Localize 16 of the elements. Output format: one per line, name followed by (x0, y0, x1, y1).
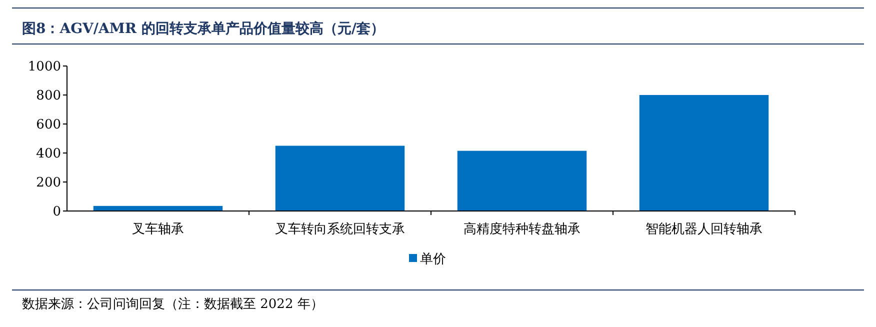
y-tick-label: 1000 (28, 60, 61, 74)
bar (457, 150, 587, 211)
y-tick-label: 600 (36, 118, 61, 132)
x-tick-label: 智能机器人回转轴承 (646, 222, 762, 237)
legend-label: 单价 (420, 252, 446, 267)
y-tick-label: 800 (36, 88, 61, 104)
x-tick-label: 叉车转向系统回转支承 (275, 222, 405, 237)
y-tick-label: 400 (36, 146, 61, 162)
bar (275, 146, 405, 211)
y-tick-label: 0 (52, 204, 61, 220)
source-note: 数据来源：公司问询回复（注：数据截至 2022 年） (22, 297, 324, 312)
y-tick-label: 200 (36, 176, 61, 190)
x-tick-label: 叉车轴承 (132, 222, 184, 237)
bar (639, 95, 769, 211)
x-tick-label: 高精度特种转盘轴承 (464, 221, 580, 237)
chart-title: 图8：AGV/AMR 的回转支承单产品价值量较高（元/套） (22, 20, 385, 37)
